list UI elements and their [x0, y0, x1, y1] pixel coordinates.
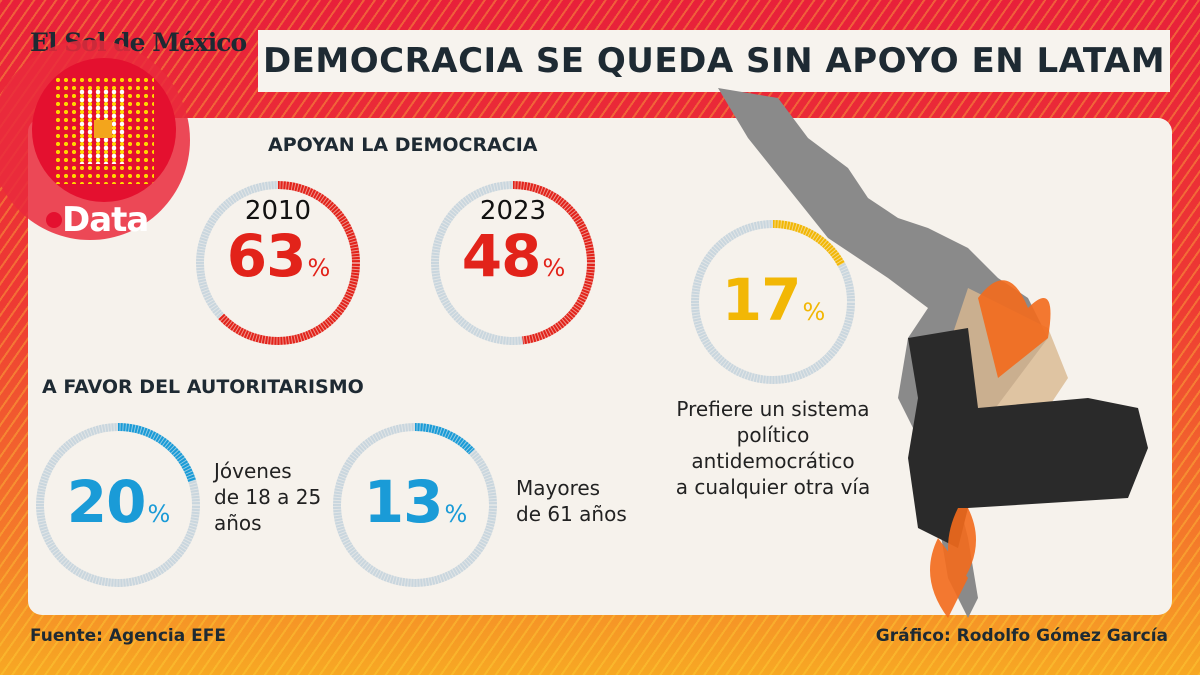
desc-line: Prefiere un sistema [676, 397, 870, 421]
source-note: Fuente: Agencia EFE [30, 626, 226, 646]
latam-map-illustration [718, 88, 1148, 618]
gauge-2023-value: 48% [433, 222, 593, 290]
content-panel: APOYAN LA DEMOCRACIA A FAVOR DEL AUTORIT… [28, 88, 1172, 618]
percent-sign: % [147, 500, 170, 528]
gauge-hatch [332, 422, 498, 588]
desc-line: a cualquier otra vía [675, 475, 871, 499]
gauge-13-description: Mayores de 61 años [516, 475, 627, 527]
page-title: DEMOCRACIA SE QUEDA SIN APOYO EN LATAM [262, 41, 1166, 81]
desc-line: Jóvenes [214, 459, 292, 483]
gauge-2010 [195, 180, 361, 346]
section-heading-support: APOYAN LA DEMOCRACIA [268, 134, 538, 156]
desc-line: de 18 a 25 [214, 485, 322, 509]
desc-line: de 61 años [516, 502, 627, 526]
boot-icon [908, 328, 1148, 548]
gauge-20-description: Jóvenes de 18 a 25 años [214, 458, 321, 536]
data-logo-icon [32, 58, 176, 202]
desc-line: años [214, 511, 262, 535]
gauge-13 [332, 422, 498, 588]
section-heading-authoritarian: A FAVOR DEL AUTORITARISMO [42, 376, 364, 398]
credit-note: Gráfico: Rodolfo Gómez García [875, 626, 1168, 646]
gauge-2023 [430, 180, 596, 346]
gauge-17-description: Prefiere un sistema político antidemocrá… [658, 396, 888, 500]
gauge-hatch [35, 422, 201, 588]
gauge-hatch [195, 180, 361, 346]
percent-sign: % [802, 298, 825, 326]
percent-sign: % [542, 254, 565, 282]
gauge-17 [690, 219, 856, 385]
value: 17 [721, 266, 802, 334]
percent-sign: % [307, 254, 330, 282]
gauge-hatch [690, 219, 856, 385]
value: 63 [226, 222, 307, 290]
value: 20 [66, 468, 147, 536]
value: 13 [363, 468, 444, 536]
gauge-20 [35, 422, 201, 588]
gauge-13-value: 13% [335, 468, 495, 536]
gauge-2010-year: 2010 [244, 196, 312, 226]
gauge-2010-value: 63% [198, 222, 358, 290]
desc-line: político antidemocrático [691, 423, 855, 473]
gauge-2023-year: 2023 [479, 196, 547, 226]
data-dot-icon [46, 212, 62, 228]
gauge-17-value: 17% [693, 266, 853, 334]
flame-icon [930, 280, 1051, 618]
percent-sign: % [444, 500, 467, 528]
brand-label: Data [62, 200, 149, 240]
gauge-hatch [430, 180, 596, 346]
desc-line: Mayores [516, 476, 601, 500]
gauge-20-value: 20% [38, 468, 198, 536]
value: 48 [461, 222, 542, 290]
title-box: DEMOCRACIA SE QUEDA SIN APOYO EN LATAM [258, 30, 1170, 92]
